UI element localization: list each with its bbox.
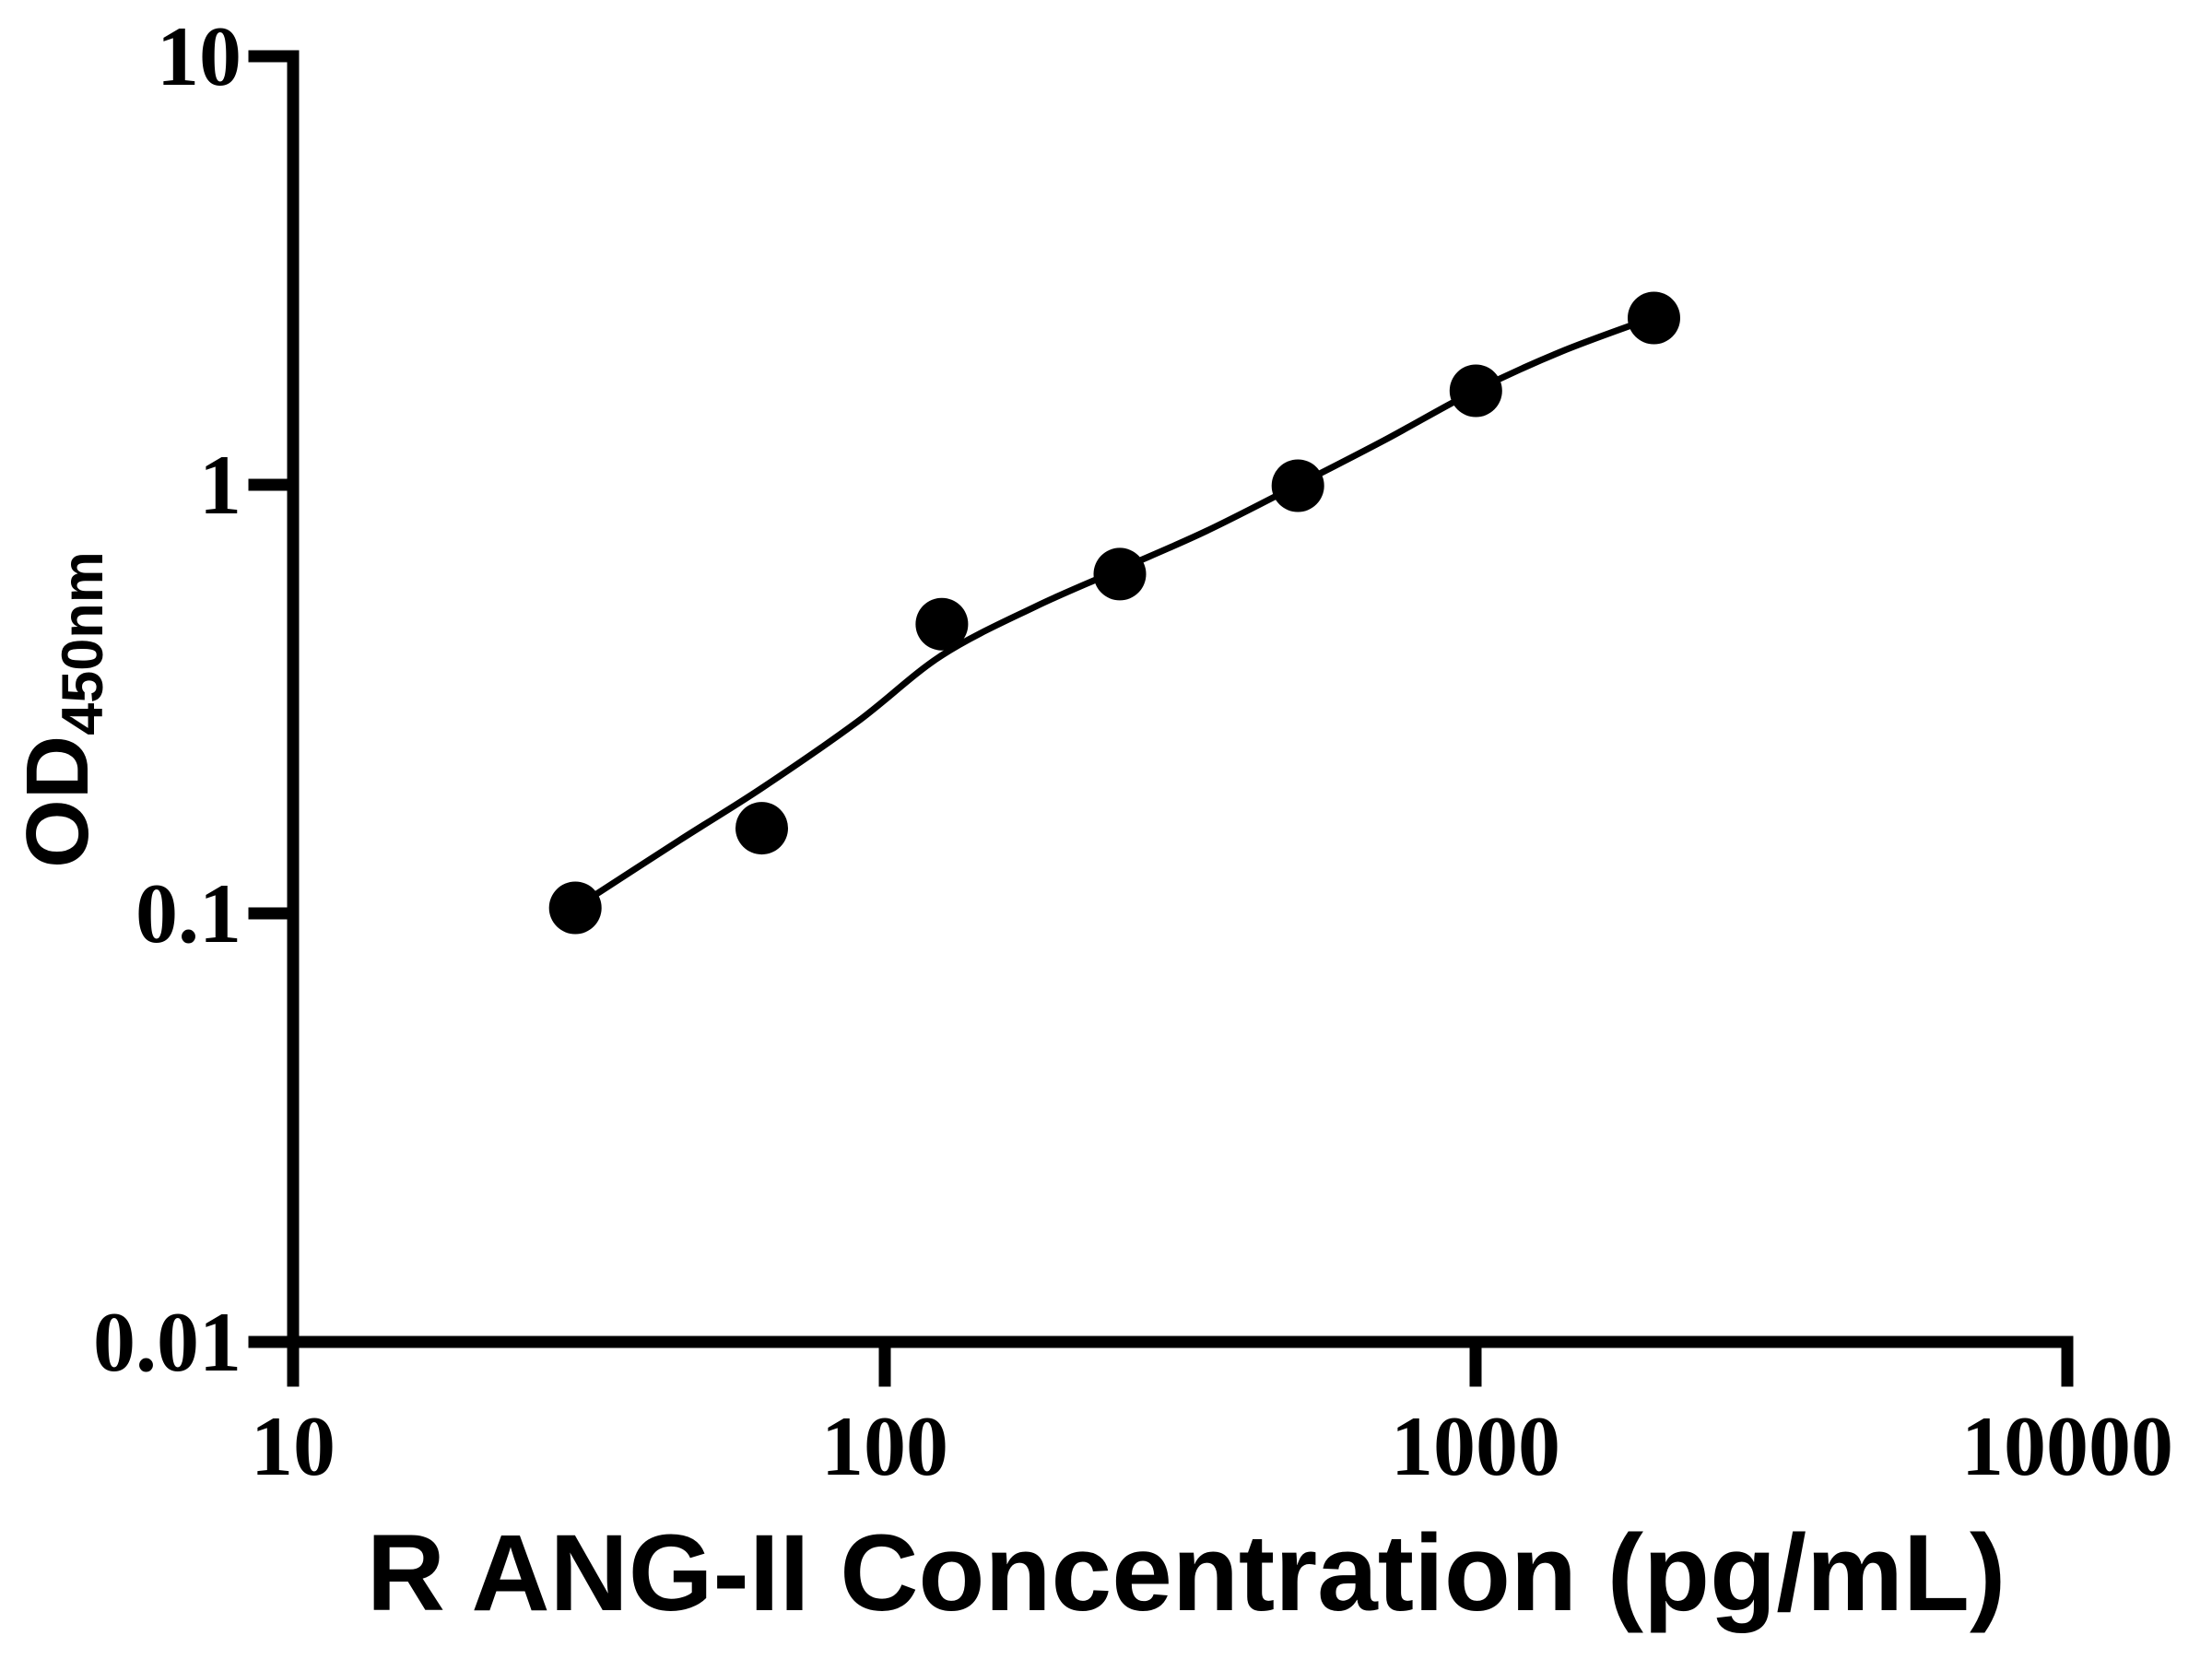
svg-text:1000: 1000: [1391, 1399, 1560, 1493]
svg-text:1: 1: [199, 438, 241, 532]
svg-text:10: 10: [251, 1399, 335, 1493]
svg-text:100: 100: [821, 1399, 948, 1493]
svg-text:10: 10: [157, 9, 241, 103]
svg-text:0.01: 0.01: [93, 1295, 241, 1389]
svg-text:0.1: 0.1: [135, 866, 241, 960]
svg-text:10000: 10000: [1961, 1399, 2173, 1493]
svg-text:R ANG-II Concentration (pg/mL): R ANG-II Concentration (pg/mL): [367, 1512, 2006, 1634]
